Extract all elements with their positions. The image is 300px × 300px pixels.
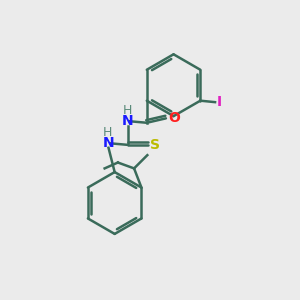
Text: O: O: [168, 111, 180, 125]
Text: H: H: [103, 126, 112, 139]
Text: N: N: [103, 136, 114, 150]
Text: H: H: [122, 103, 132, 117]
Text: I: I: [217, 95, 222, 109]
Text: S: S: [150, 138, 160, 152]
Text: N: N: [122, 114, 134, 128]
